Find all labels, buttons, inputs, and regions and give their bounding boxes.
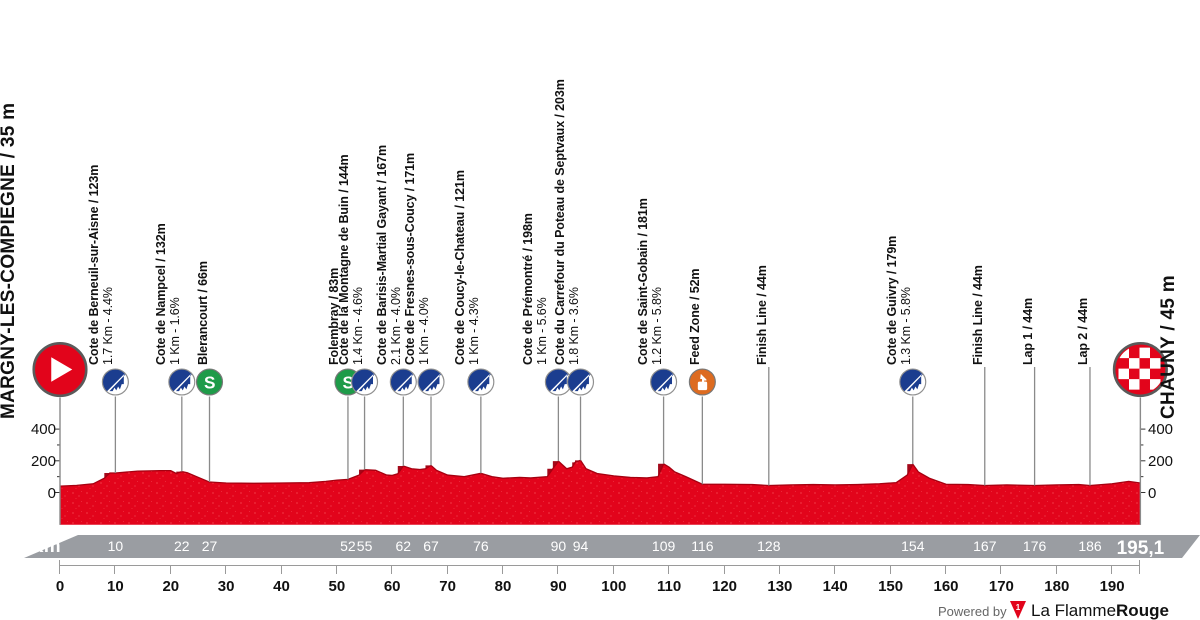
svg-text:1: 1	[1016, 603, 1021, 612]
